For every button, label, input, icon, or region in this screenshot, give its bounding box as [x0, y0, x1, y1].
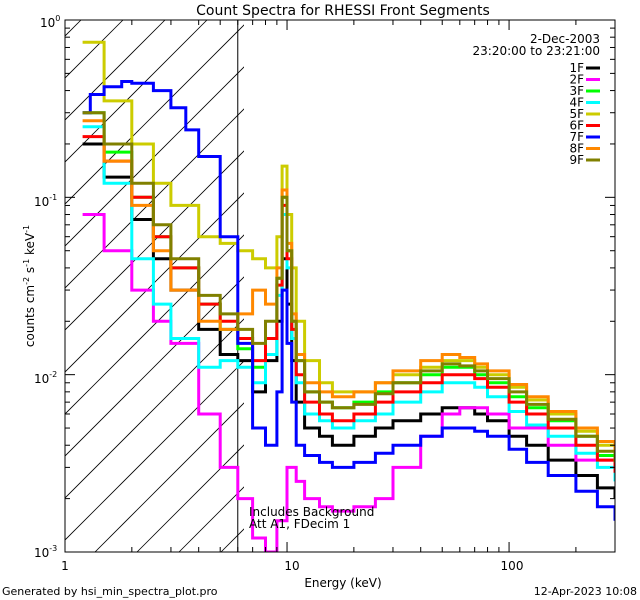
series-line-1F [82, 142, 615, 499]
x-tick-label-1: 10 [284, 559, 299, 573]
series-group [82, 40, 615, 552]
legend-label-2F: 2F [569, 73, 584, 87]
legend-label-1F: 1F [569, 61, 584, 75]
hatch-line [305, 20, 640, 552]
hatch-line [65, 276, 244, 457]
hatch-line [65, 192, 244, 373]
hatch-line [136, 444, 244, 552]
footer-timestamp: 12-Apr-2023 10:08 [534, 585, 637, 598]
series-line-2F [82, 213, 615, 552]
hatch-line [65, 66, 244, 247]
legend-label-4F: 4F [569, 96, 584, 110]
hatch-line [65, 318, 244, 499]
time-range-label: 23:20:00 to 23:21:00 [473, 44, 600, 58]
y-tick-label-2: 10-2 [34, 370, 57, 386]
x-axis-label: Energy (keV) [304, 576, 381, 590]
x-tick-label-0: 1 [61, 559, 69, 573]
axis-ticks [64, 19, 616, 553]
y-tick-label-3: 10-3 [34, 544, 57, 560]
series-line-5F [82, 40, 615, 456]
hatch-line [65, 108, 244, 289]
chart-title: Count Spectra for RHESSI Front Segments [196, 3, 490, 19]
hatch-line [65, 20, 166, 121]
series-line-4F [82, 125, 615, 482]
legend-label-5F: 5F [569, 107, 584, 121]
hatch-line [65, 360, 244, 541]
footer-generated-by: Generated by hsi_min_spectra_plot.pro [2, 585, 218, 598]
attenuator-note: Att A1, FDecim 1 [249, 517, 350, 531]
legend-label-6F: 6F [569, 119, 584, 133]
date-label: 2-Dec-2003 [530, 32, 600, 46]
series-line-7F [82, 80, 615, 521]
hatch-line [94, 402, 244, 552]
attenuator-hatch-region [65, 20, 640, 552]
y-tick-label-0: 100 [40, 14, 60, 30]
hatch-line [347, 20, 640, 552]
background-note: Includes Background [249, 505, 374, 519]
legend-label-3F: 3F [569, 84, 584, 98]
plot-frame [64, 19, 616, 553]
hatch-line [65, 24, 244, 205]
y-tick-label-1: 10-1 [34, 193, 57, 209]
hatch-line [65, 150, 244, 331]
legend-label-8F: 8F [569, 142, 584, 156]
hatch-line [65, 20, 208, 163]
hatch-line [65, 20, 82, 37]
x-tick-label-2: 100 [501, 559, 524, 573]
legend-label-7F: 7F [569, 130, 584, 144]
legend-label-9F: 9F [569, 153, 584, 167]
series-line-6F [82, 135, 615, 473]
hatch-line [65, 234, 244, 415]
y-axis-label: counts cm-2 s-1 keV-1 [22, 225, 37, 347]
series-line-9F [82, 111, 615, 463]
